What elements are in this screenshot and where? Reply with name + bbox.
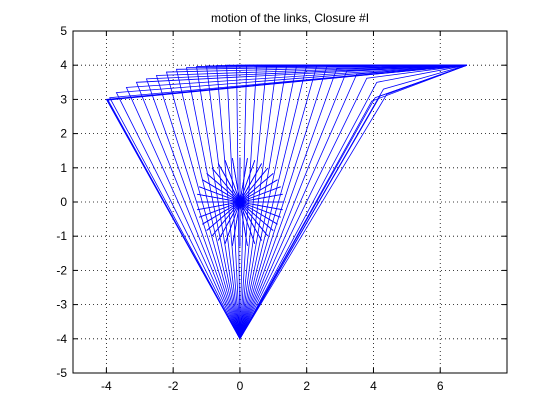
link-lines: [105, 64, 468, 340]
linkage-position: [239, 64, 467, 339]
y-tick-label: -5: [56, 366, 67, 380]
y-tick-label: -3: [56, 298, 67, 312]
linkage-position: [239, 64, 467, 339]
linkage-position: [106, 64, 467, 339]
linkage-position: [155, 64, 467, 339]
x-tick-label: -4: [101, 379, 112, 393]
y-tick-label: -4: [56, 332, 67, 346]
linkage-position: [239, 64, 467, 339]
linkage-position: [115, 64, 467, 339]
y-tick-label: 0: [60, 195, 67, 209]
axis-ticks: -4 -2 0 2 4 6 -5 -4 -3 -2 -1 0 1 2 3 4 5: [56, 24, 507, 393]
x-tick-label: -2: [168, 379, 179, 393]
y-tick-label: 1: [60, 161, 67, 175]
chart-title: motion of the links, Closure #I: [211, 11, 369, 25]
x-tick-label: 4: [370, 379, 377, 393]
linkage-position: [239, 64, 468, 339]
linkage-position: [239, 64, 468, 339]
linkage-position: [109, 64, 467, 339]
y-tick-label: 3: [60, 92, 67, 106]
crank-link: [197, 193, 283, 211]
x-tick-label: 2: [303, 379, 310, 393]
linkage-position: [125, 64, 467, 339]
x-tick-label: 0: [237, 379, 244, 393]
linkage-position: [239, 64, 468, 339]
y-tick-label: -1: [56, 229, 67, 243]
linkage-position: [239, 64, 467, 339]
y-tick-label: 5: [60, 24, 67, 38]
linkage-position: [239, 64, 467, 339]
y-tick-label: 2: [60, 127, 67, 141]
y-tick-label: 4: [60, 58, 67, 72]
x-tick-label: 6: [437, 379, 444, 393]
linkage-position: [145, 64, 467, 339]
y-tick-label: -2: [56, 263, 67, 277]
